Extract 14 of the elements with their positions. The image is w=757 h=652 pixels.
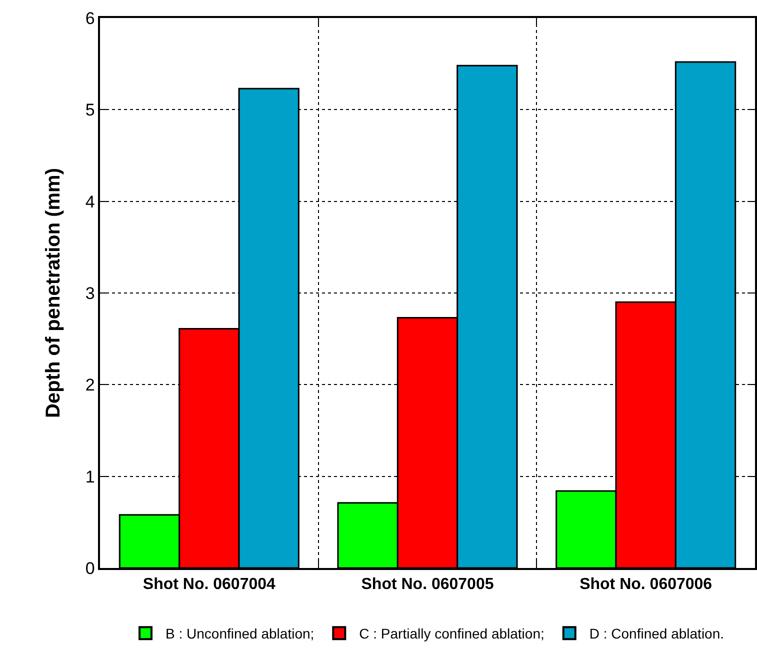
legend-label: B : Unconfined ablation; xyxy=(166,626,314,642)
y-tick-label: 4 xyxy=(85,192,95,212)
x-tick-label: Shot No. 0607006 xyxy=(580,576,712,593)
y-tick-label: 2 xyxy=(85,376,95,395)
legend-label: C : Partially confined ablation; xyxy=(359,626,544,642)
y-tick-label: 3 xyxy=(85,284,95,303)
x-tick-label: Shot No. 0607005 xyxy=(361,576,494,593)
legend-label: D : Confined ablation. xyxy=(589,626,724,642)
y-tick-label: 0 xyxy=(85,558,95,578)
y-tick-label: 5 xyxy=(85,100,95,120)
y-tick-label: 6 xyxy=(85,8,95,28)
y-tick-label: 1 xyxy=(85,467,95,486)
y-axis-title: Depth of penetration (mm) xyxy=(42,168,64,418)
x-tick-label: Shot No. 0607004 xyxy=(142,576,276,593)
